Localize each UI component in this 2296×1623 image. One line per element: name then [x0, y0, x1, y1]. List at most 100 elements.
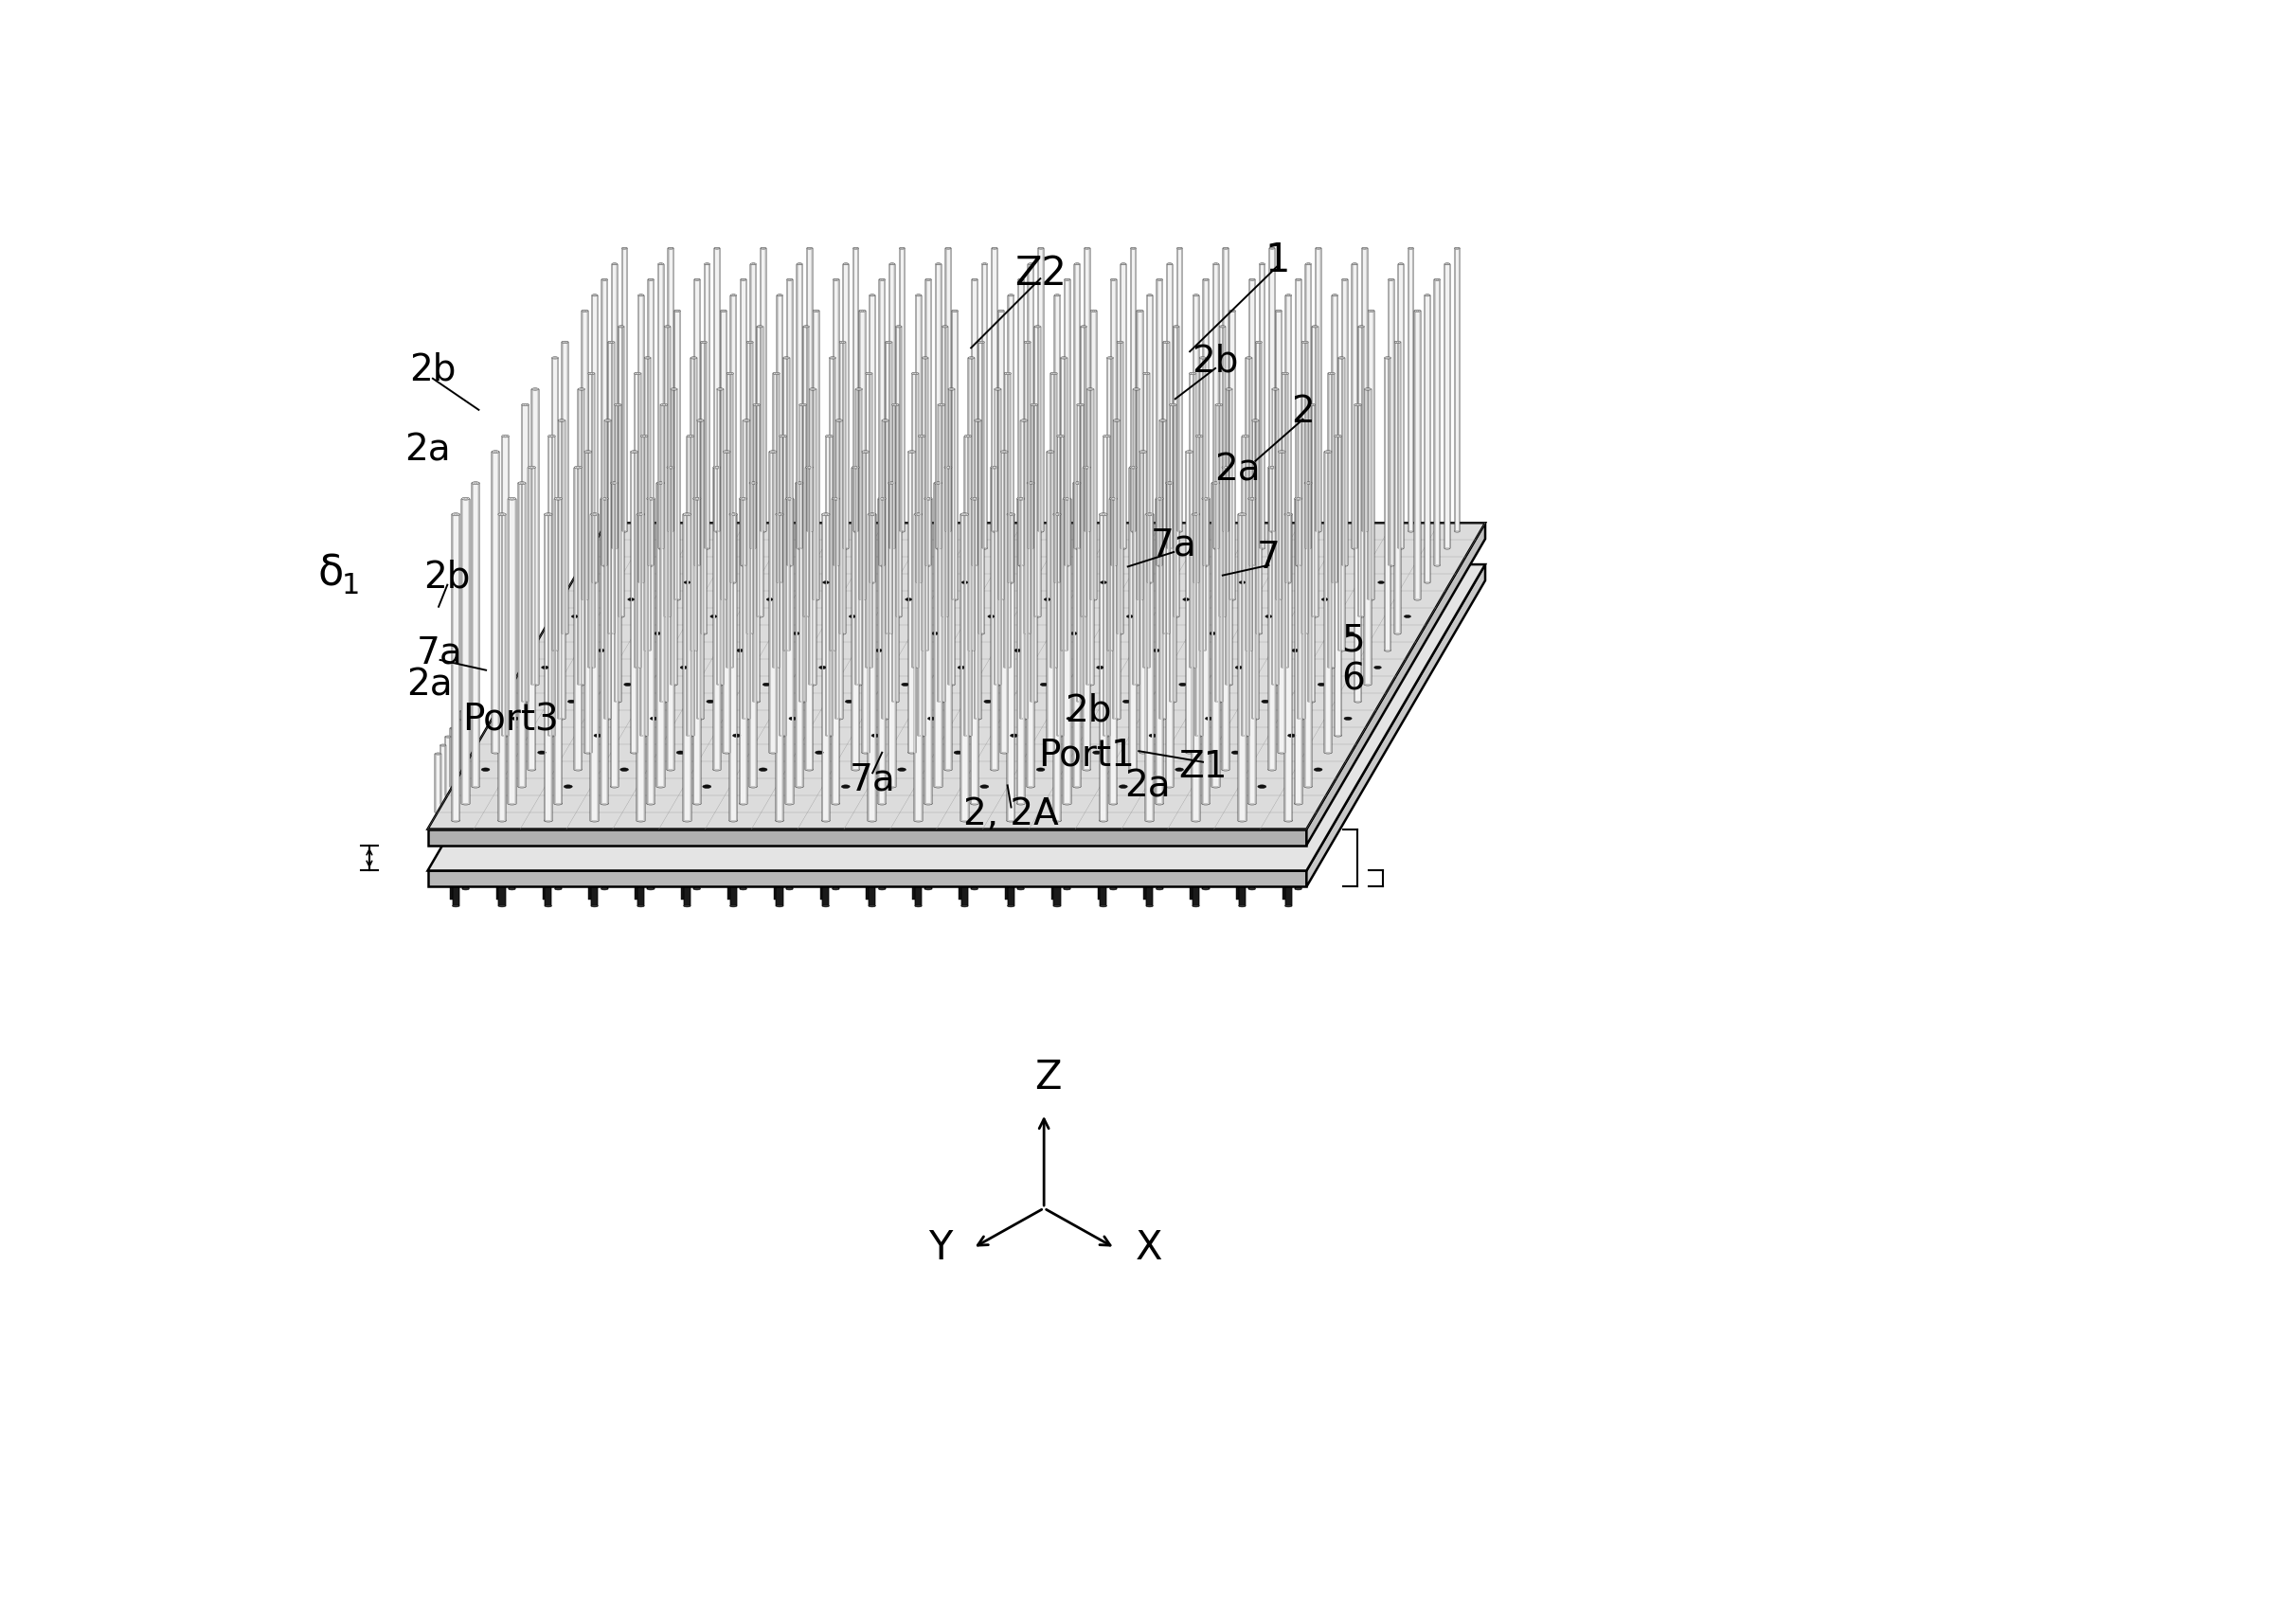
Ellipse shape	[684, 581, 691, 584]
Bar	[558, 420, 565, 719]
Bar	[519, 484, 526, 787]
Ellipse shape	[1270, 247, 1274, 250]
Ellipse shape	[1270, 531, 1274, 532]
Ellipse shape	[558, 419, 565, 422]
Bar	[450, 867, 455, 899]
Ellipse shape	[1077, 700, 1084, 703]
Bar	[450, 729, 457, 787]
Bar	[1173, 326, 1180, 617]
Bar	[730, 865, 737, 906]
Ellipse shape	[1022, 717, 1029, 719]
Ellipse shape	[774, 667, 781, 669]
Bar	[753, 404, 760, 701]
Ellipse shape	[1116, 633, 1123, 635]
Ellipse shape	[1251, 419, 1258, 422]
Ellipse shape	[990, 466, 999, 469]
Bar	[870, 295, 875, 583]
Bar	[1146, 514, 1153, 821]
Ellipse shape	[769, 451, 776, 453]
Ellipse shape	[877, 802, 886, 805]
Ellipse shape	[1148, 294, 1153, 297]
Ellipse shape	[1182, 597, 1189, 601]
Text: 2, 2A: 2, 2A	[964, 797, 1058, 833]
Ellipse shape	[742, 565, 746, 566]
Ellipse shape	[1453, 247, 1460, 250]
Ellipse shape	[868, 904, 875, 907]
Ellipse shape	[1407, 531, 1414, 532]
Ellipse shape	[661, 404, 668, 406]
Ellipse shape	[581, 599, 588, 601]
Ellipse shape	[1008, 904, 1015, 907]
Bar	[659, 265, 664, 549]
Ellipse shape	[452, 904, 459, 907]
Text: 5: 5	[1341, 623, 1364, 659]
Ellipse shape	[1322, 597, 1327, 601]
Ellipse shape	[964, 435, 971, 437]
Bar	[682, 514, 691, 821]
Ellipse shape	[1146, 904, 1153, 907]
Ellipse shape	[870, 581, 875, 583]
Ellipse shape	[854, 531, 859, 532]
Ellipse shape	[1159, 419, 1166, 422]
Ellipse shape	[946, 247, 951, 250]
Ellipse shape	[1192, 820, 1201, 821]
Ellipse shape	[1107, 649, 1114, 651]
Ellipse shape	[799, 404, 806, 406]
Bar	[804, 326, 808, 617]
Bar	[553, 498, 563, 803]
Ellipse shape	[1261, 547, 1265, 549]
Bar	[1075, 265, 1079, 549]
Ellipse shape	[716, 388, 723, 390]
Ellipse shape	[459, 769, 466, 771]
Ellipse shape	[1155, 497, 1164, 500]
Bar	[675, 312, 680, 599]
Ellipse shape	[1293, 649, 1300, 652]
Bar	[602, 279, 608, 565]
Bar	[1355, 404, 1362, 701]
Text: 2a: 2a	[1125, 769, 1171, 805]
Bar	[618, 326, 625, 617]
Bar	[622, 248, 627, 531]
Ellipse shape	[1031, 700, 1038, 703]
Ellipse shape	[1249, 802, 1256, 805]
Bar	[739, 849, 746, 889]
Ellipse shape	[898, 768, 907, 771]
Bar	[563, 342, 567, 633]
Ellipse shape	[1001, 751, 1008, 753]
Ellipse shape	[563, 633, 567, 635]
Bar	[1295, 498, 1302, 803]
Ellipse shape	[1102, 734, 1111, 737]
Ellipse shape	[1359, 615, 1364, 617]
Bar	[590, 865, 597, 906]
Ellipse shape	[1277, 599, 1281, 601]
Bar	[946, 248, 951, 531]
Ellipse shape	[799, 700, 806, 703]
Bar	[739, 498, 746, 803]
Ellipse shape	[693, 497, 700, 500]
Ellipse shape	[833, 279, 838, 281]
Bar	[962, 865, 969, 906]
Ellipse shape	[1355, 404, 1362, 406]
Ellipse shape	[528, 768, 535, 771]
Ellipse shape	[797, 263, 801, 265]
Ellipse shape	[983, 263, 987, 265]
Ellipse shape	[661, 700, 668, 703]
Bar	[794, 484, 804, 787]
Bar	[1196, 437, 1203, 735]
Ellipse shape	[647, 888, 654, 889]
Ellipse shape	[1261, 263, 1265, 265]
Bar	[507, 498, 517, 803]
Ellipse shape	[714, 247, 719, 250]
Ellipse shape	[670, 683, 677, 685]
Ellipse shape	[1169, 404, 1176, 406]
Ellipse shape	[739, 847, 746, 850]
Ellipse shape	[882, 419, 889, 422]
Bar	[1189, 867, 1196, 899]
Bar	[723, 451, 730, 753]
Ellipse shape	[730, 904, 737, 907]
Ellipse shape	[622, 531, 627, 532]
Ellipse shape	[1120, 547, 1125, 549]
Ellipse shape	[441, 802, 445, 805]
Bar	[808, 390, 815, 685]
Bar	[1283, 514, 1293, 821]
